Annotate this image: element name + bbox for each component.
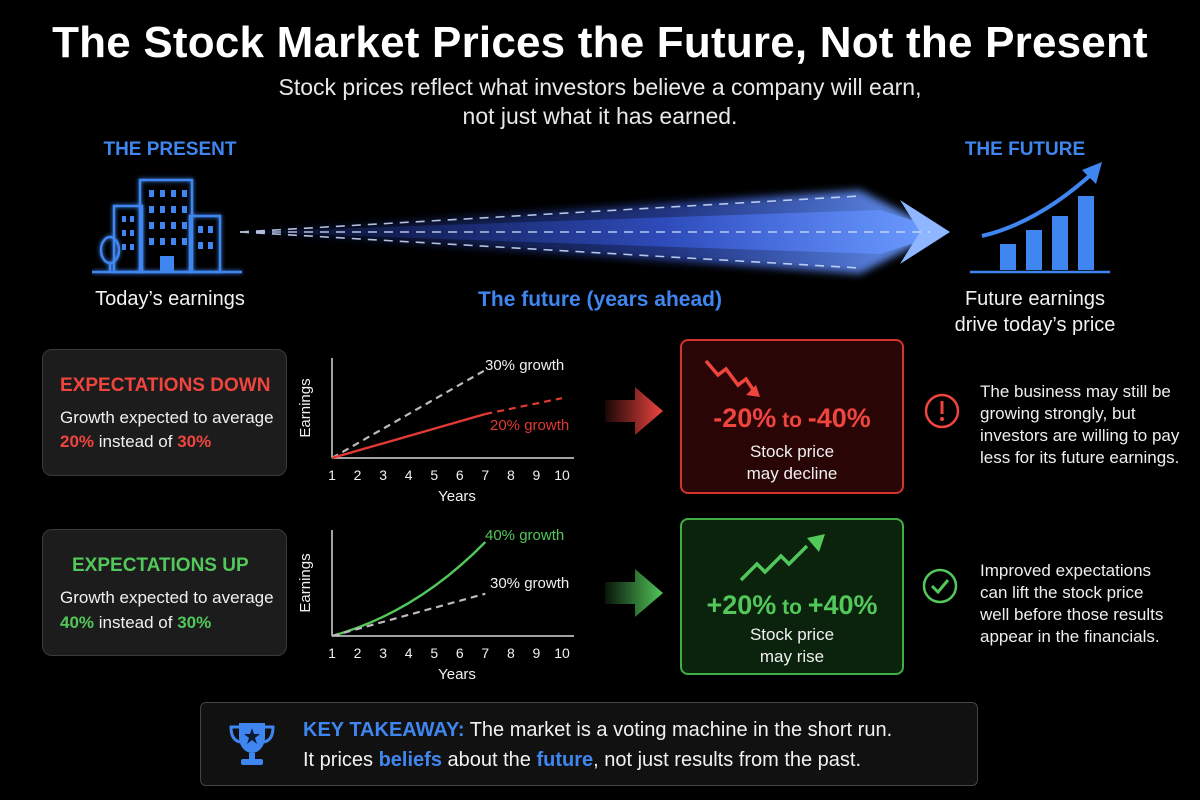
result-line-2: may decline bbox=[746, 464, 838, 483]
result-line-1: Stock price bbox=[749, 442, 835, 461]
x-tick-label: 7 bbox=[481, 467, 489, 483]
present-caption: Today’s earnings bbox=[95, 288, 245, 310]
x-axis-label: Years bbox=[438, 488, 476, 505]
x-tick-label: 7 bbox=[481, 645, 489, 661]
result-line-2: may rise bbox=[759, 647, 825, 666]
buildings-icon bbox=[92, 178, 242, 274]
result-box-up: +20% to +40% Stock price may rise bbox=[680, 518, 904, 675]
earnings-chart-down: 1 2 3 4 5 6 7 8 9 10 Years Earnings 30% growth 20% gr… bbox=[297, 357, 574, 505]
x-tick-label: 4 bbox=[405, 645, 413, 661]
series-line bbox=[331, 412, 486, 460]
middle-caption: The future (years ahead) bbox=[478, 288, 722, 311]
series-label: 30% growth bbox=[490, 575, 569, 592]
scenario-title: EXPECTATIONS UP bbox=[72, 555, 249, 576]
scenario-rates: 20% instead of 30% bbox=[60, 432, 212, 451]
future-caption-line-1: Future earnings bbox=[964, 288, 1106, 310]
result-box-down: -20% to -40% Stock price may decline bbox=[680, 339, 904, 494]
arrow-right-icon bbox=[605, 387, 663, 435]
x-tick-label: 1 bbox=[328, 467, 336, 483]
x-tick-label: 3 bbox=[379, 645, 387, 661]
future-caption-line-2: drive today’s price bbox=[954, 314, 1116, 336]
scenario-text: Growth expected to average bbox=[60, 588, 274, 607]
note-down: The business may still be growing strong… bbox=[980, 382, 1180, 467]
present-label: THE PRESENT bbox=[103, 139, 237, 160]
y-axis-label: Earnings bbox=[297, 553, 314, 612]
scenario-rates: 40% instead of 30% bbox=[60, 613, 212, 632]
earnings-chart-up: 1 2 3 4 5 6 7 8 9 10 Years Earnings 40% growth 30% gr… bbox=[297, 527, 574, 683]
x-tick-label: 10 bbox=[554, 645, 570, 661]
series-label: 40% growth bbox=[485, 527, 564, 544]
exclamation-circle-icon bbox=[924, 393, 960, 429]
page-title: The Stock Market Prices the Future, Not … bbox=[52, 18, 1148, 67]
note-up: Improved expectations can lift the stock… bbox=[980, 561, 1164, 646]
series-line bbox=[331, 369, 486, 459]
series-line bbox=[331, 541, 487, 638]
x-tick-label: 9 bbox=[533, 467, 541, 483]
x-tick-label: 6 bbox=[456, 645, 464, 661]
scenario-title: EXPECTATIONS DOWN bbox=[60, 375, 271, 396]
check-circle-icon bbox=[922, 568, 958, 604]
takeaway-line-2: It prices beliefs about the future, not … bbox=[303, 749, 862, 771]
trophy-icon bbox=[229, 723, 275, 765]
x-tick-label: 5 bbox=[430, 645, 438, 661]
x-tick-label: 10 bbox=[554, 467, 570, 483]
x-tick-label: 9 bbox=[533, 645, 541, 661]
x-tick-label: 8 bbox=[507, 467, 515, 483]
x-axis-label: Years bbox=[438, 666, 476, 683]
x-tick-label: 6 bbox=[456, 467, 464, 483]
x-tick-label: 2 bbox=[354, 645, 362, 661]
future-label: THE FUTURE bbox=[964, 139, 1086, 160]
scenario-card-up: EXPECTATIONS UP Growth expected to avera… bbox=[42, 529, 287, 656]
scenario-card-down: EXPECTATIONS DOWN Growth expected to ave… bbox=[42, 349, 287, 476]
scenario-text: Growth expected to average bbox=[60, 408, 274, 427]
series-label: 30% growth bbox=[485, 357, 564, 374]
series-line bbox=[331, 592, 486, 638]
subtitle-line-1: Stock prices reflect what investors beli… bbox=[278, 74, 922, 100]
future-beam-arrow bbox=[240, 190, 950, 274]
key-takeaway-box: KEY TAKEAWAY: The market is a voting mac… bbox=[200, 702, 978, 786]
result-range: +20% to +40% bbox=[706, 590, 878, 620]
x-tick-label: 2 bbox=[354, 467, 362, 483]
trend-up-icon bbox=[739, 534, 825, 582]
x-tick-label: 1 bbox=[328, 645, 336, 661]
x-tick-label: 4 bbox=[405, 467, 413, 483]
result-line-1: Stock price bbox=[749, 625, 835, 644]
growth-bars-icon bbox=[970, 162, 1110, 274]
series-line bbox=[485, 397, 563, 416]
arrow-right-icon bbox=[605, 569, 663, 617]
y-axis-label: Earnings bbox=[297, 378, 314, 437]
x-tick-label: 8 bbox=[507, 645, 515, 661]
takeaway-line-1: KEY TAKEAWAY: The market is a voting mac… bbox=[303, 719, 893, 741]
trend-down-icon bbox=[704, 359, 760, 397]
x-tick-label: 5 bbox=[430, 467, 438, 483]
result-range: -20% to -40% bbox=[713, 403, 871, 433]
series-label: 20% growth bbox=[490, 417, 569, 434]
x-tick-label: 3 bbox=[379, 467, 387, 483]
subtitle-line-2: not just what it has earned. bbox=[462, 103, 738, 129]
